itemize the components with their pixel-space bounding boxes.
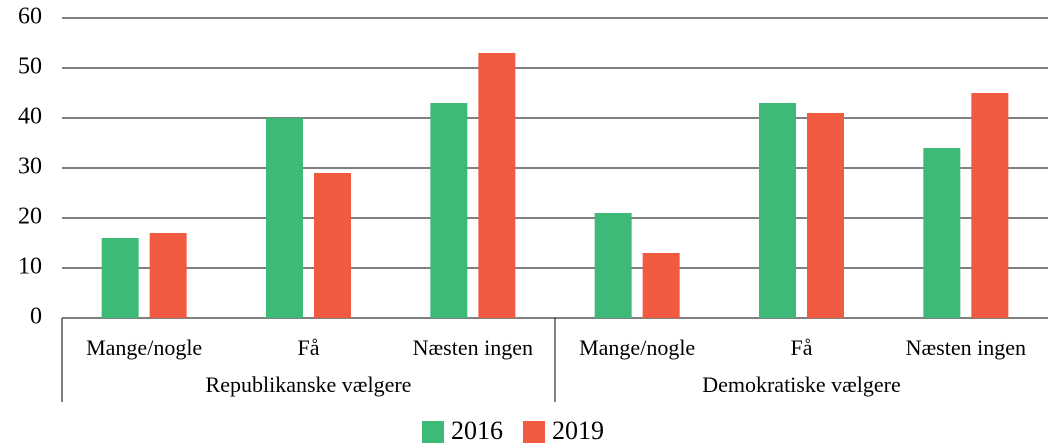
- x-tick-label: Næsten ingen: [906, 335, 1026, 360]
- bar: [314, 173, 351, 318]
- legend-swatch: [422, 421, 444, 443]
- bar: [266, 118, 303, 318]
- y-tick-label: 10: [18, 254, 42, 280]
- x-tick-label: Mange/nogle: [86, 335, 202, 360]
- y-tick-label: 0: [30, 304, 42, 330]
- bar: [807, 113, 844, 318]
- y-tick-label: 40: [18, 104, 42, 130]
- x-tick-label: Næsten ingen: [413, 335, 533, 360]
- bar: [642, 253, 680, 318]
- bar: [101, 238, 139, 318]
- bar: [923, 148, 961, 318]
- legend-swatch: [523, 421, 545, 443]
- bar: [478, 53, 516, 318]
- x-tick-label: Få: [298, 335, 320, 360]
- group-label: Demokratiske vælgere: [702, 372, 901, 397]
- y-tick-label: 50: [18, 54, 42, 80]
- bar: [149, 233, 187, 318]
- legend-label: 2019: [552, 416, 604, 445]
- bar: [594, 213, 632, 318]
- y-tick-label: 60: [18, 4, 42, 30]
- x-tick-label: Få: [791, 335, 813, 360]
- y-tick-label: 30: [18, 154, 42, 180]
- group-label: Republikanske vælgere: [206, 372, 412, 397]
- bar: [971, 93, 1009, 318]
- bar: [759, 103, 796, 318]
- x-tick-label: Mange/nogle: [579, 335, 695, 360]
- bar: [430, 103, 468, 318]
- y-tick-label: 20: [18, 204, 42, 230]
- legend-label: 2016: [451, 416, 503, 445]
